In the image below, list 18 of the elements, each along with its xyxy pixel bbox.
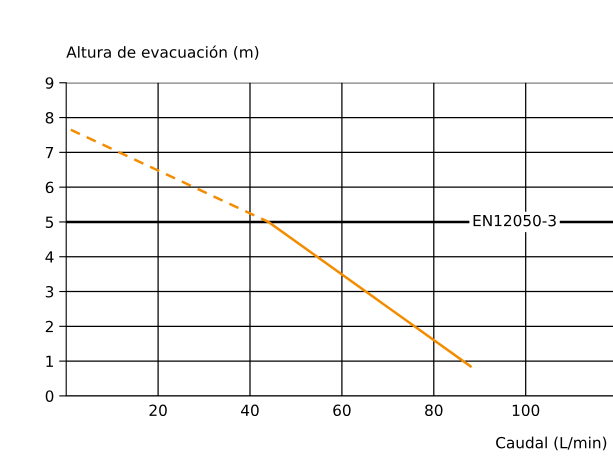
x-tick-label: 20 xyxy=(150,404,167,416)
x-axis-title: Caudal (L/min) xyxy=(496,436,606,450)
x-tick-label: 40 xyxy=(241,404,259,416)
y-tick-label: 4 xyxy=(45,251,54,263)
x-tick-label: 60 xyxy=(333,404,351,416)
y-tick-label: 9 xyxy=(46,77,54,89)
y-tick-label: 8 xyxy=(46,112,54,124)
x-tick-label: 100 xyxy=(512,404,540,416)
y-tick-label: 6 xyxy=(46,182,54,194)
y-tick-label: 7 xyxy=(46,147,54,158)
y-tick-label: 2 xyxy=(46,320,53,332)
y-tick-label: 1 xyxy=(46,356,53,367)
y-axis-title: Altura de evacuación (m) xyxy=(66,45,258,60)
ref-line-label: EN12050-3 xyxy=(474,214,556,226)
x-tick-label: 80 xyxy=(425,404,443,416)
y-tick-label: 5 xyxy=(46,216,54,228)
y-tick-label: 0 xyxy=(46,390,54,402)
y-tick-label: 3 xyxy=(46,286,54,298)
